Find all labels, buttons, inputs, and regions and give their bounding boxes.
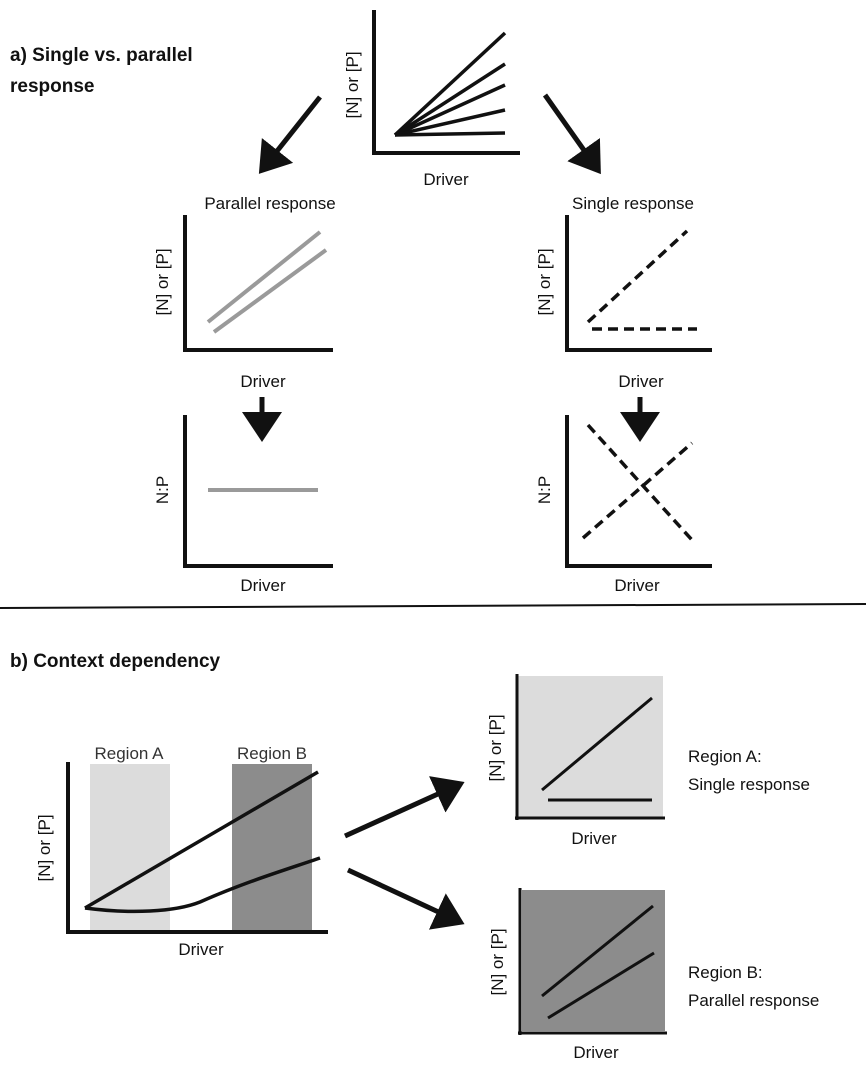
top-plot-ylabel: [N] or [P] [343, 51, 362, 118]
region-b-panel: [N] or [P] Driver Region B: Parallel res… [488, 888, 819, 1062]
region-b-panel-ylabel: [N] or [P] [488, 928, 507, 995]
region-a-panel-bg [518, 676, 663, 818]
parallel-line-lower [212, 248, 328, 334]
arrow-to-region-a-panel [343, 776, 465, 839]
fan-line-3 [394, 83, 506, 137]
single-lower-ylabel: N:P [535, 476, 554, 504]
parallel-line-upper [206, 230, 322, 324]
section-a: a) Single vs. parallel response [N] or [… [10, 10, 712, 595]
region-b-panel-xlabel: Driver [573, 1043, 619, 1062]
top-plot: [N] or [P] Driver [343, 10, 520, 189]
region-a-rising-line [541, 696, 653, 792]
single-response-title: Single response [572, 194, 694, 213]
section-a-heading-line1: a) Single vs. parallel [10, 45, 193, 66]
arrow-to-parallel [258, 95, 322, 174]
context-line-curved [84, 856, 321, 914]
parallel-response-title: Parallel response [204, 194, 335, 213]
single-upper-xlabel: Driver [618, 372, 664, 391]
parallel-upper-xlabel: Driver [240, 372, 286, 391]
region-a-panel-ylabel: [N] or [P] [486, 714, 505, 781]
region-a-band [90, 764, 170, 932]
np-dashed-rising [581, 441, 694, 540]
region-b-band [232, 764, 312, 932]
top-plot-xlabel: Driver [423, 170, 469, 189]
fan-line-2 [394, 62, 506, 137]
section-a-heading-line2: response [10, 76, 94, 97]
context-main-plot: Region A Region B [N] or [P] Driver [35, 744, 328, 959]
parallel-lower-xlabel: Driver [240, 576, 286, 595]
parallel-lower-plot: N:P Driver [153, 415, 333, 595]
parallel-upper-ylabel: [N] or [P] [153, 248, 172, 315]
region-a-note-line2: Single response [688, 775, 810, 794]
arrow-to-single [542, 93, 601, 175]
fan-line-5 [394, 131, 506, 137]
region-a-panel: [N] or [P] Driver Region A: Single respo… [486, 674, 810, 848]
parallel-upper-plot: [N] or [P] Driver [153, 215, 333, 391]
context-ylabel: [N] or [P] [35, 814, 54, 881]
region-b-note-line1: Region B: [688, 963, 763, 982]
single-lower-plot: N:P Driver [535, 415, 712, 595]
region-a-panel-xlabel: Driver [571, 829, 617, 848]
fan-line-4 [394, 108, 506, 137]
region-a-label: Region A [95, 744, 165, 763]
single-lower-xlabel: Driver [614, 576, 660, 595]
single-dashed-rising [586, 229, 689, 324]
section-b: b) Context dependency Region A Region B … [10, 651, 819, 1062]
arrow-to-region-b-panel [346, 867, 465, 930]
single-upper-ylabel: [N] or [P] [535, 248, 554, 315]
section-divider [0, 603, 866, 609]
parallel-lower-ylabel: N:P [153, 476, 172, 504]
np-dashed-falling [586, 423, 694, 542]
region-a-note-line1: Region A: [688, 747, 762, 766]
region-b-label: Region B [237, 744, 307, 763]
section-b-heading: b) Context dependency [10, 651, 221, 672]
region-b-line-lower [547, 951, 655, 1020]
context-xlabel: Driver [178, 940, 224, 959]
context-line-linear [84, 770, 319, 910]
region-b-note-line2: Parallel response [688, 991, 819, 1010]
region-b-line-upper [541, 904, 654, 998]
fan-line-1 [393, 31, 507, 137]
single-upper-plot: [N] or [P] Driver [535, 215, 712, 391]
